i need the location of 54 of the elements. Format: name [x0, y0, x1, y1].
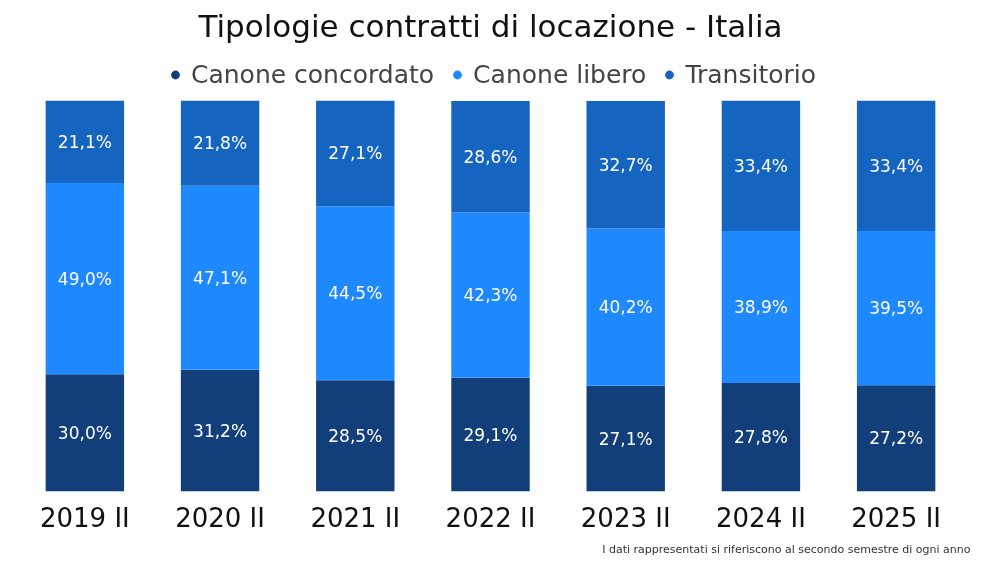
- data-label: 47,1%: [193, 267, 248, 288]
- bar: [721, 100, 801, 231]
- text: I dati rappresentati si riferiscono al secondo semestre di ogni anno: [602, 542, 971, 556]
- bar: [721, 382, 801, 492]
- bar: [45, 100, 125, 183]
- data-label: 27,2%: [869, 428, 924, 449]
- data-label: 31,2%: [193, 420, 248, 441]
- data-label: 33,4%: [869, 155, 924, 176]
- legend-label: Transitorio: [685, 59, 817, 89]
- data-label: 27,8%: [733, 427, 788, 448]
- data-label: 28,5%: [328, 425, 383, 446]
- bar: [451, 377, 530, 492]
- bar: [45, 182, 125, 375]
- bar: [316, 206, 395, 381]
- data-label: 29,1%: [463, 424, 518, 445]
- legend-label: Canone concordato: [190, 59, 435, 89]
- bar: [180, 369, 260, 492]
- bar: [856, 100, 936, 231]
- bar: [586, 100, 665, 229]
- legend-label: Canone libero: [473, 59, 647, 89]
- data-label: 49,0%: [57, 268, 112, 289]
- bar: [856, 385, 936, 492]
- data-label: 42,3%: [463, 285, 518, 306]
- data-label: 38,9%: [733, 296, 788, 317]
- bar: [451, 100, 530, 213]
- x-tick-label: 2025 II: [851, 502, 942, 533]
- bar: [45, 374, 125, 492]
- data-label: 44,5%: [328, 283, 383, 304]
- bar: [451, 212, 530, 378]
- data-label: 30,0%: [57, 422, 112, 443]
- data-label: 33,4%: [733, 155, 788, 176]
- bar: [316, 100, 395, 207]
- x-tick-label: 2023 II: [580, 502, 671, 533]
- x-tick-label: 2021 II: [310, 502, 401, 533]
- data-label: 21,1%: [57, 131, 112, 152]
- data-label: 32,7%: [598, 154, 653, 175]
- data-label: 28,6%: [463, 146, 518, 167]
- bar: [856, 230, 936, 386]
- data-label: 39,5%: [869, 298, 924, 319]
- x-tick-label: 2024 II: [716, 502, 806, 533]
- bar: [180, 185, 260, 370]
- data-label: 27,1%: [328, 143, 383, 164]
- bar: [721, 230, 801, 383]
- chart-title: Tipologie contratti di locazione - Italia: [197, 7, 783, 44]
- bar: [316, 380, 395, 492]
- bar: [180, 100, 260, 186]
- x-tick-label: 2019 II: [39, 502, 130, 533]
- x-tick-label: 2020 II: [175, 502, 265, 533]
- bar: [586, 385, 665, 492]
- data-label: 40,2%: [598, 297, 653, 318]
- data-label: 27,1%: [598, 428, 653, 449]
- x-tick-label: 2022 II: [445, 502, 536, 533]
- bar: [586, 228, 665, 386]
- data-label: 21,8%: [193, 133, 248, 154]
